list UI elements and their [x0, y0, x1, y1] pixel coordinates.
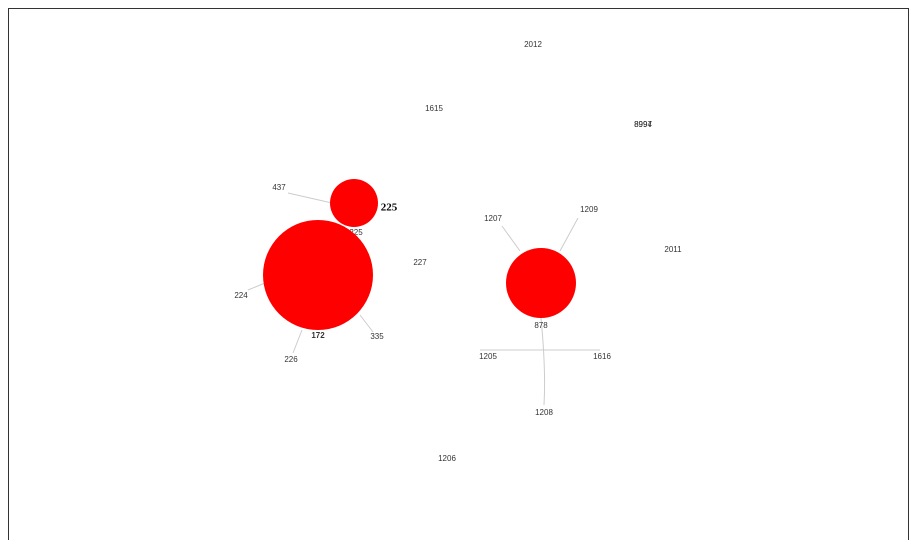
- node-labels-top: 225 172 878: [311, 202, 548, 341]
- node-label: 335: [370, 332, 384, 341]
- node-label: 2011: [664, 245, 682, 254]
- node-label: 1205: [479, 352, 497, 361]
- node-label: 1616: [593, 352, 611, 361]
- edge: [287, 192, 333, 204]
- node-label: 172: [311, 331, 325, 340]
- node-circle: [263, 220, 373, 330]
- node-label: 878: [534, 321, 548, 330]
- edge: [292, 329, 303, 354]
- edge: [501, 225, 521, 252]
- node-label: 1207: [484, 214, 502, 223]
- node-label: 1208: [535, 408, 553, 417]
- node-circle: [506, 248, 576, 318]
- node-label: 1209: [580, 205, 598, 214]
- node-circles: [263, 179, 576, 330]
- node-label: 2012: [524, 40, 542, 49]
- node-label: 224: [234, 291, 248, 300]
- edge: [540, 317, 546, 406]
- edge: [247, 282, 266, 291]
- frame: [8, 8, 909, 545]
- edges: [247, 192, 600, 406]
- node-label: 8994: [634, 120, 652, 129]
- node-label: 1206: [438, 454, 456, 463]
- node-label: 225: [381, 202, 398, 214]
- edge: [559, 217, 579, 252]
- node-label: 1615: [425, 104, 443, 113]
- node-label: 8997: [634, 120, 652, 129]
- node-circle: [330, 179, 378, 227]
- node-label: 226: [284, 355, 298, 364]
- node-label: 437: [272, 183, 286, 192]
- node-label: 225: [349, 228, 363, 237]
- node-label: 227: [413, 258, 427, 267]
- edge: [359, 314, 374, 333]
